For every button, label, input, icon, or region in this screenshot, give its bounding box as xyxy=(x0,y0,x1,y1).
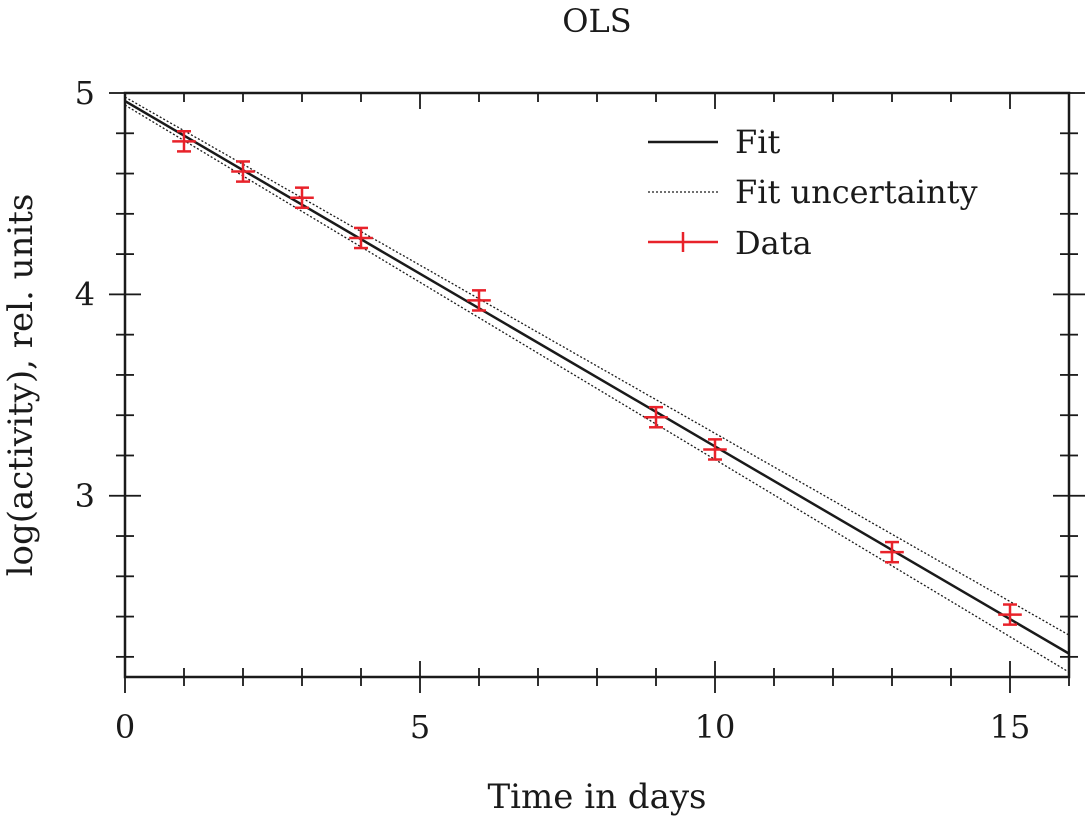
x-tick-label: 5 xyxy=(410,708,430,746)
y-tick-label: 3 xyxy=(75,477,95,515)
fit-uncertainty-upper xyxy=(124,96,1070,636)
fit-uncertainty-lower xyxy=(124,104,1070,673)
legend-data-swatch xyxy=(648,232,718,252)
data-point xyxy=(880,540,904,564)
data-point xyxy=(349,226,373,250)
data-point xyxy=(467,289,491,312)
data-point xyxy=(290,186,314,210)
x-tick-label: 0 xyxy=(115,708,135,746)
x-tick-label: 10 xyxy=(695,708,736,746)
y-tick-label: 4 xyxy=(75,275,95,313)
plot-area: 0 5 10 15 3 4 5 xyxy=(75,74,1085,746)
y-axis-title: log(activity), rel. units xyxy=(1,194,41,577)
x-axis-title: Time in days xyxy=(488,777,707,817)
data-point xyxy=(998,603,1022,626)
data-point xyxy=(231,160,255,183)
y-tick-label: 5 xyxy=(75,74,95,112)
data-point xyxy=(703,438,727,461)
legend-uncertainty-label: Fit uncertainty xyxy=(735,173,978,211)
data-point xyxy=(644,405,668,429)
data-point xyxy=(172,130,196,153)
chart-title: OLS xyxy=(562,2,631,40)
fit-line xyxy=(124,99,1070,655)
legend: Fit Fit uncertainty Data xyxy=(648,123,978,262)
legend-fit-label: Fit xyxy=(735,123,780,161)
legend-data-label: Data xyxy=(735,224,812,262)
x-tick-label: 15 xyxy=(990,708,1031,746)
